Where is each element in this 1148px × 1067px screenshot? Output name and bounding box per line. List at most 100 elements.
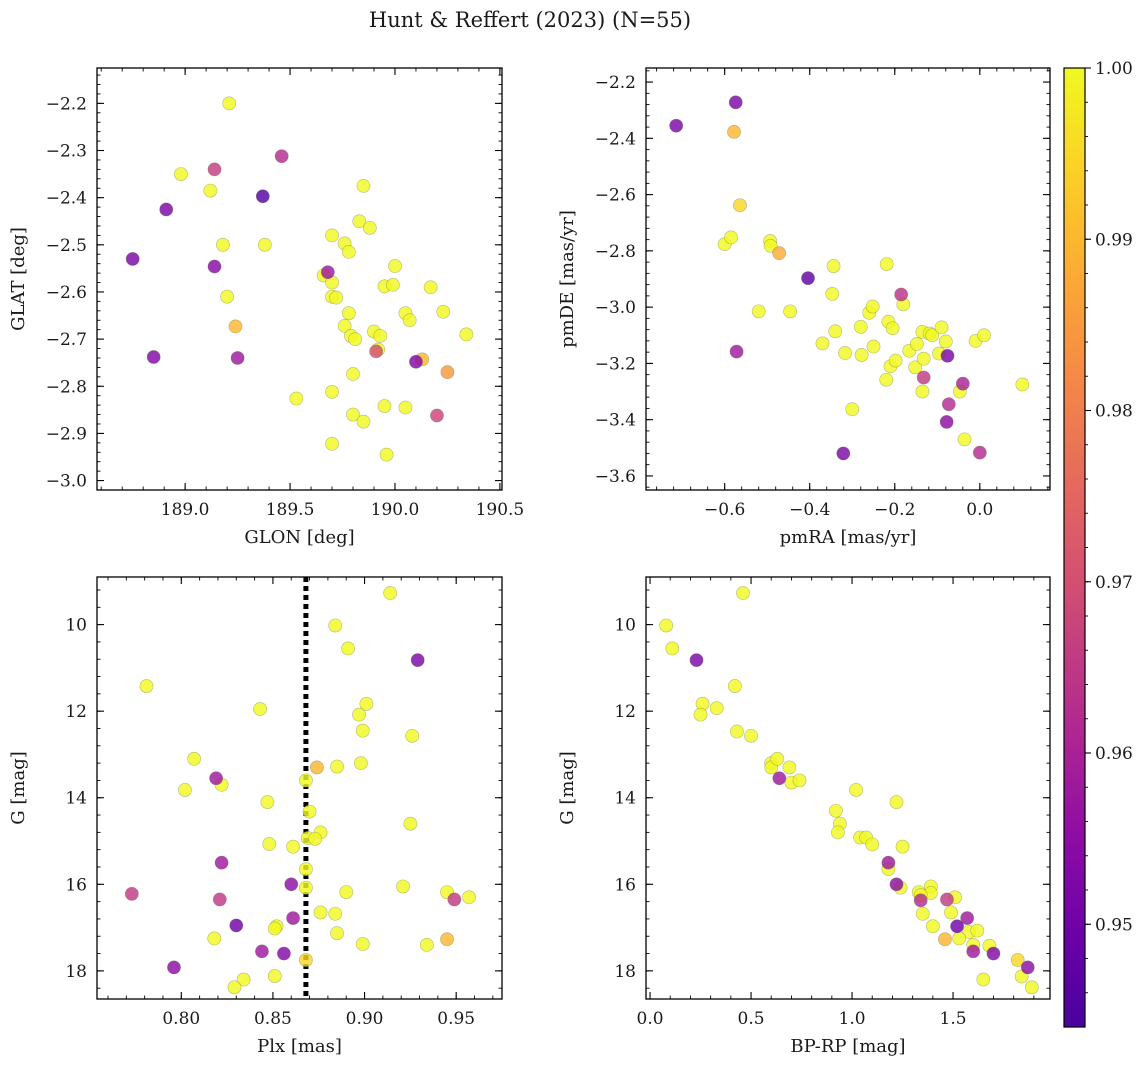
scatter-point: [356, 414, 371, 429]
x-tick-label: −0.2: [874, 500, 915, 520]
scatter-point: [257, 237, 272, 252]
scatter-point: [308, 831, 322, 846]
scatter-point: [313, 905, 328, 920]
scatter-point: [815, 336, 830, 351]
x-tick-label: 190.5: [476, 500, 525, 520]
x-tick-label: −0.6: [704, 500, 745, 520]
scatter-point: [1010, 953, 1025, 967]
scatter-points: [125, 96, 474, 462]
scatter-point: [146, 350, 161, 364]
y-axis-label: GLAT [deg]: [8, 227, 29, 331]
scatter-point: [925, 919, 940, 934]
scatter-point: [724, 230, 738, 245]
scatter-point: [881, 855, 896, 870]
scatter-point: [1020, 960, 1035, 975]
scatter-point: [229, 918, 244, 933]
y-tick-label: −2.6: [595, 186, 636, 206]
scatter-point: [831, 825, 845, 840]
scatter-point: [187, 751, 202, 766]
scatter-point: [792, 773, 807, 788]
scatter-point: [274, 149, 289, 164]
y-axis-label: G [mag]: [8, 751, 29, 824]
scatter-point: [782, 760, 797, 775]
y-axis-label: G [mag]: [557, 751, 578, 824]
scatter-points: [124, 577, 476, 999]
colorbar-tick-label: 0.95: [1095, 915, 1133, 935]
scatter-point: [255, 189, 270, 204]
plot-frame: [96, 67, 503, 491]
scatter-point: [299, 862, 313, 877]
scatter-point: [214, 855, 229, 870]
scatter-point: [369, 344, 383, 359]
scatter-point: [255, 944, 269, 959]
scatter-point: [299, 880, 313, 895]
colorbar-tick-label: 1.00: [1095, 59, 1133, 79]
scatter-point: [693, 707, 708, 722]
scatter-point: [402, 313, 417, 328]
scatter-point: [838, 346, 852, 360]
y-tick-label: −2.8: [595, 242, 636, 262]
scatter-point: [284, 877, 299, 892]
scatter-point: [709, 701, 724, 716]
scatter-point: [908, 360, 923, 375]
x-tick-label: 0.95: [437, 1009, 475, 1029]
scatter-point: [403, 816, 418, 831]
scatter-point: [925, 328, 940, 343]
scatter-point: [377, 399, 392, 413]
scatter-point: [286, 839, 300, 854]
scatter-point: [976, 972, 991, 987]
x-tick-label: 0.90: [346, 1009, 384, 1029]
scatter-point: [355, 937, 370, 951]
scatter-point: [228, 319, 243, 334]
scatter-point: [866, 339, 881, 354]
scatter-point: [396, 879, 410, 894]
scatter-point: [783, 304, 798, 319]
scatter-point: [325, 385, 339, 399]
scatter-point: [373, 328, 388, 343]
scatter-point: [410, 653, 425, 668]
scatter-point: [430, 408, 444, 423]
scatter-point: [329, 290, 344, 305]
scatter-point: [728, 95, 743, 110]
scatter-point: [957, 432, 972, 447]
scatter-point: [352, 707, 366, 722]
scatter-point: [236, 972, 251, 987]
scatter-point: [379, 447, 394, 462]
scatter-point: [174, 167, 188, 181]
scatter-point: [362, 220, 377, 235]
scatter-point: [286, 911, 300, 925]
y-tick-label: 14: [614, 789, 636, 809]
scatter-point: [938, 932, 952, 947]
scatter-point: [665, 641, 680, 656]
scatter-point: [836, 446, 851, 461]
scatter-point: [772, 246, 787, 261]
colorbar: 0.95 0.96 0.97 0.98 0.99 1.00: [1063, 59, 1133, 1028]
y-tick-label: −2.6: [46, 283, 87, 303]
scatter-point: [348, 332, 363, 347]
scatter-point: [423, 280, 438, 295]
y-tick-label: 14: [65, 789, 87, 809]
y-tick-label: −2.2: [595, 73, 636, 93]
y-tick-label: 16: [614, 875, 636, 895]
scatter-point: [383, 586, 398, 600]
scatter-point: [341, 306, 356, 321]
scatter-point: [139, 679, 154, 693]
scatter-point: [207, 931, 222, 946]
scatter-point: [772, 771, 787, 786]
scatter-point: [909, 337, 924, 351]
y-tick-label: −2.3: [46, 142, 87, 162]
x-tick-label: 1.0: [839, 1009, 866, 1029]
scatter-points: [659, 586, 1039, 995]
scatter-point: [888, 353, 903, 368]
x-tick-label: 189.5: [266, 500, 315, 520]
scatter-point: [751, 304, 766, 319]
scatter-point: [359, 696, 374, 711]
plot-frame: [96, 576, 503, 1000]
y-tick-label: −2.9: [46, 424, 87, 444]
scatter-point: [865, 299, 880, 314]
scatter-point: [409, 354, 423, 369]
scatter-point: [950, 919, 964, 934]
scatter-point: [894, 287, 909, 302]
y-tick-label: 18: [65, 962, 87, 982]
